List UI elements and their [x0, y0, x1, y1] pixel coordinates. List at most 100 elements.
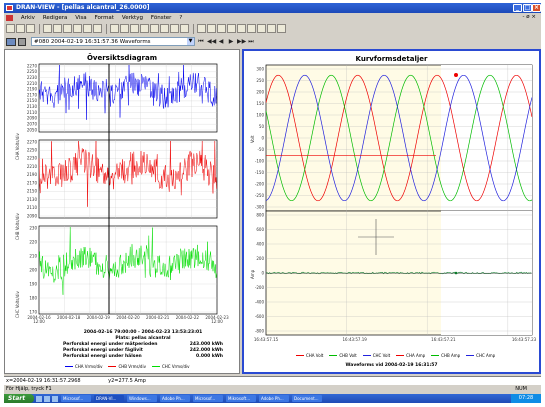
y-tick-label: 2210 — [27, 164, 38, 169]
waveform-footer: Waveforms vid 2004-02-19 16:31:57 — [345, 363, 438, 368]
harmonics-icon[interactable] — [160, 24, 169, 33]
zoom-in-icon[interactable] — [83, 24, 92, 33]
taskbar-item[interactable]: Microsof... — [193, 395, 223, 402]
legend-item: CHB Vrms/div — [108, 364, 146, 369]
toolbar-separator — [39, 23, 40, 34]
paste-icon[interactable] — [63, 24, 72, 33]
y-tick-label: 600 — [256, 227, 264, 232]
doc-window-controls[interactable]: - ø × — [522, 14, 536, 20]
quicklaunch-outlook-icon[interactable] — [52, 395, 58, 402]
y-tick-label: 0 — [261, 135, 264, 140]
print-icon[interactable] — [43, 24, 52, 33]
events-icon[interactable] — [170, 24, 179, 33]
layout-icon[interactable] — [237, 24, 246, 33]
legend-label: CHB Amp — [441, 353, 461, 358]
quicklaunch-ie-icon[interactable] — [36, 395, 42, 402]
ruler-icon[interactable] — [197, 24, 206, 33]
event-marker — [454, 73, 458, 77]
y-tick-label: -200 — [255, 181, 265, 186]
new-icon[interactable] — [6, 24, 15, 33]
menu-visa[interactable]: Visa — [75, 15, 87, 21]
grid-icon[interactable] — [140, 24, 149, 33]
y-tick-label: 2090 — [27, 116, 38, 121]
next-event-button[interactable]: ▶ — [228, 37, 234, 45]
export-icon[interactable] — [257, 24, 266, 33]
window-tile-icon[interactable] — [217, 24, 226, 33]
taskbar-item[interactable]: Document... — [292, 395, 322, 402]
taskbar-item[interactable]: Adobe Ph... — [160, 395, 190, 402]
event-select[interactable]: #080 2004-02-19 16:31:57.36 Waveforms ▼ — [31, 37, 195, 46]
x-tick-label: 2004-02-21 — [146, 315, 170, 320]
zoom-out-icon[interactable] — [93, 24, 102, 33]
x-tick-label: 2004-02-19 — [87, 315, 111, 320]
menu-fonster[interactable]: Fönster — [150, 15, 172, 21]
y-tick-label: 2130 — [27, 104, 38, 109]
volt-axis-label: Volt — [250, 135, 255, 143]
overview-chart[interactable]: 2270225022302210219021702150213021102090… — [5, 50, 239, 373]
chart-icon[interactable] — [120, 24, 129, 33]
maximize-button[interactable]: □ — [523, 4, 532, 12]
waveform-pane: Kurvformsdetaljer 300 250 200 150 100 50 0 -50 -… — [242, 49, 541, 374]
first-event-button[interactable]: ⏮ — [198, 37, 204, 45]
chevron-down-icon[interactable]: ▼ — [187, 38, 194, 45]
info-label: Perforskal energi under mätperioden — [63, 342, 158, 347]
taskbar-item[interactable]: Adobe Ph... — [259, 395, 289, 402]
y-tick-label: 200 — [29, 267, 37, 272]
y-tick-label: 2150 — [27, 189, 38, 194]
menu-help[interactable]: ? — [179, 15, 183, 21]
y-tick-label: 220 — [29, 239, 37, 244]
menu-redigera[interactable]: Redigera — [42, 15, 68, 21]
taskbar-item[interactable]: Windows... — [127, 395, 157, 402]
overview-legend: CHA Vrms/div CHB Vrms/div CHC Vrms/div — [65, 364, 195, 369]
y-tick-label: 2230 — [27, 75, 38, 80]
info-site: Plats: pellas alcantral — [115, 336, 171, 341]
y-tick-label: 2130 — [27, 197, 38, 202]
info-label: Perforskal energi under hälsen — [63, 354, 142, 359]
rewind-button[interactable]: ◀◀ — [207, 37, 217, 45]
system-clock[interactable]: 07:28 — [511, 394, 541, 403]
taskbar-item[interactable]: Microsof... — [61, 395, 91, 402]
y-tick-label: 2170 — [27, 180, 38, 185]
text-icon[interactable] — [110, 24, 119, 33]
app-window: DRAN-VIEW - [pellas alcantral_26.0000] _… — [4, 3, 541, 403]
panel-icon[interactable] — [247, 24, 256, 33]
copy-icon[interactable] — [53, 24, 62, 33]
y-tick-label: 50 — [259, 124, 265, 129]
report-icon[interactable] — [150, 24, 159, 33]
info-row: Perforskal energi under mätperioden 243.0… — [63, 342, 223, 348]
legend-label: CHA Amp — [406, 353, 426, 358]
menu-format[interactable]: Format — [94, 15, 114, 21]
event-icon[interactable] — [18, 37, 26, 46]
calc-icon[interactable] — [180, 24, 189, 33]
window-cascade-icon[interactable] — [227, 24, 236, 33]
settings-icon[interactable] — [267, 24, 276, 33]
menu-bar: Arkiv Redigera Visa Format Verktyg Fönst… — [4, 13, 541, 22]
waveform-chart[interactable]: 300 250 200 150 100 50 0 -50 -100 -150 -200 -250 -30… — [244, 51, 539, 372]
series-trace — [38, 140, 217, 207]
y-tick-label: -800 — [255, 328, 265, 333]
overview-pane: Översiktsdiagram 2270 2250 2230 2210 2190 217… — [4, 49, 240, 374]
cursor-icon[interactable] — [207, 24, 216, 33]
last-event-button[interactable]: ⏭ — [248, 37, 254, 45]
save-icon[interactable] — [26, 24, 35, 33]
waveform-icon[interactable] — [130, 24, 139, 33]
quicklaunch-desktop-icon[interactable] — [44, 395, 50, 402]
open-icon[interactable] — [16, 24, 25, 33]
taskbar-item-active[interactable]: DRAN-VI... — [94, 395, 124, 402]
menu-verktyg[interactable]: Verktyg — [121, 15, 143, 21]
legend-item: CHB Volt — [329, 353, 357, 358]
menu-arkiv[interactable]: Arkiv — [20, 15, 35, 21]
x-tick-label: 2004-02-23 — [205, 315, 229, 320]
minimize-button[interactable]: _ — [513, 4, 522, 12]
table-icon[interactable] — [73, 24, 82, 33]
close-button[interactable]: × — [532, 4, 541, 12]
previous-event-button[interactable]: ◀ — [218, 37, 224, 45]
start-button[interactable]: Start — [4, 394, 34, 403]
x-tick-label: 12:00 — [211, 319, 223, 324]
x-tick-label: 12:00 — [33, 319, 45, 324]
taskbar-item[interactable]: Mikrosoft... — [226, 395, 256, 402]
fast-forward-button[interactable]: ▶▶ — [237, 37, 247, 45]
help-icon[interactable] — [277, 24, 286, 33]
legend-label: CHC Vrms/div — [161, 364, 190, 369]
binoculars-icon[interactable] — [6, 37, 16, 46]
